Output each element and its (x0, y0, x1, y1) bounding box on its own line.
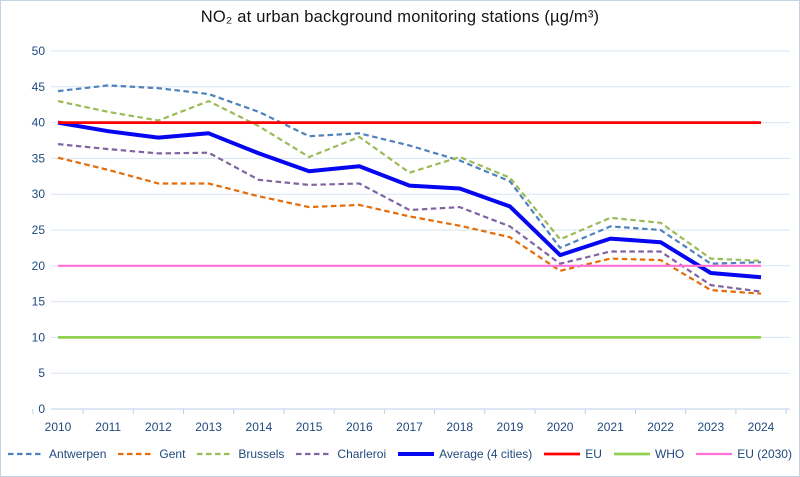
legend: Antwerpen Gent Brussels Charleroi Average (4… (1, 447, 799, 461)
legend-item-eu: EU (544, 447, 602, 461)
x-axis-label-2023: 2023 (697, 420, 724, 434)
legend-item-who: WHO (613, 447, 685, 461)
legend-label-antwerpen: Antwerpen (49, 447, 107, 461)
legend-label-who: WHO (654, 447, 685, 461)
legend-swatch-antwerpen-line (8, 452, 45, 456)
x-axis-label-2021: 2021 (597, 420, 624, 434)
legend-swatch-brussels-line (197, 452, 234, 456)
legend-swatch-gent-line (118, 452, 155, 456)
x-axis-label-2022: 2022 (647, 420, 674, 434)
legend-label-brussels: Brussels (238, 447, 285, 461)
y-axis-label-25: 25 (32, 223, 46, 237)
legend-item-charleroi: Charleroi (296, 447, 386, 461)
plot-area: 0 5 10 15 20 25 30 35 40 45 50 2010 2011 2012 2013 2014… (32, 44, 790, 434)
legend-swatch-eu-line (544, 452, 581, 456)
x-axis-label-2013: 2013 (195, 420, 222, 434)
series-average-4-cities-line (57, 120, 762, 280)
y-axis-label-30: 30 (32, 187, 46, 201)
series-brussels-line (57, 99, 762, 262)
x-axis-label-2019: 2019 (497, 420, 524, 434)
legend-swatch-eu-2030-line (696, 452, 733, 456)
y-axis-label-0: 0 (38, 402, 45, 416)
x-axis-label-2011: 2011 (95, 420, 121, 434)
legend-item-brussels: Brussels (197, 447, 284, 461)
y-axis-label-35: 35 (32, 151, 46, 165)
series-antwerpen-line (57, 84, 762, 265)
x-axis-label-2018: 2018 (446, 420, 473, 434)
legend-item-average-4-cities: Average (4 cities) (398, 447, 532, 461)
legend-swatch-average-4-cities-line (398, 452, 435, 456)
x-axis-label-2014: 2014 (246, 420, 273, 434)
y-axis-label-10: 10 (32, 330, 46, 344)
x-axis-label-2024: 2024 (748, 420, 775, 434)
y-axis-label-20: 20 (32, 259, 46, 273)
x-axis-label-2016: 2016 (346, 420, 373, 434)
legend-item-gent: Gent (118, 447, 185, 461)
series-gent-line (57, 156, 762, 295)
legend-label-average-4-cities: Average (4 cities) (439, 447, 533, 461)
legend-swatch-who-line (613, 452, 650, 456)
x-axis-label-2020: 2020 (547, 420, 574, 434)
x-axis-label-2017: 2017 (396, 420, 423, 434)
chart-title: NO₂ at urban background monitoring stati… (200, 8, 600, 26)
y-axis-label-50: 50 (32, 44, 46, 58)
legend-item-antwerpen: Antwerpen (8, 447, 106, 461)
legend-label-eu: EU (585, 447, 602, 461)
y-axis-label-40: 40 (32, 116, 46, 130)
legend-label-charleroi: Charleroi (337, 447, 387, 461)
x-axis-label-2010: 2010 (45, 420, 72, 434)
legend-item-eu-2030: EU (2030) (696, 447, 792, 461)
legend-label-eu-2030: EU (2030) (737, 447, 792, 461)
legend-swatch-charleroi-line (296, 452, 333, 456)
series-charleroi-line (57, 143, 762, 293)
legend-label-gent: Gent (159, 447, 186, 461)
y-axis-label-5: 5 (38, 366, 45, 380)
x-axis-label-2015: 2015 (296, 420, 323, 434)
y-axis-label-45: 45 (32, 80, 46, 94)
y-axis-label-15: 15 (32, 295, 46, 309)
x-axis-label-2012: 2012 (145, 420, 172, 434)
